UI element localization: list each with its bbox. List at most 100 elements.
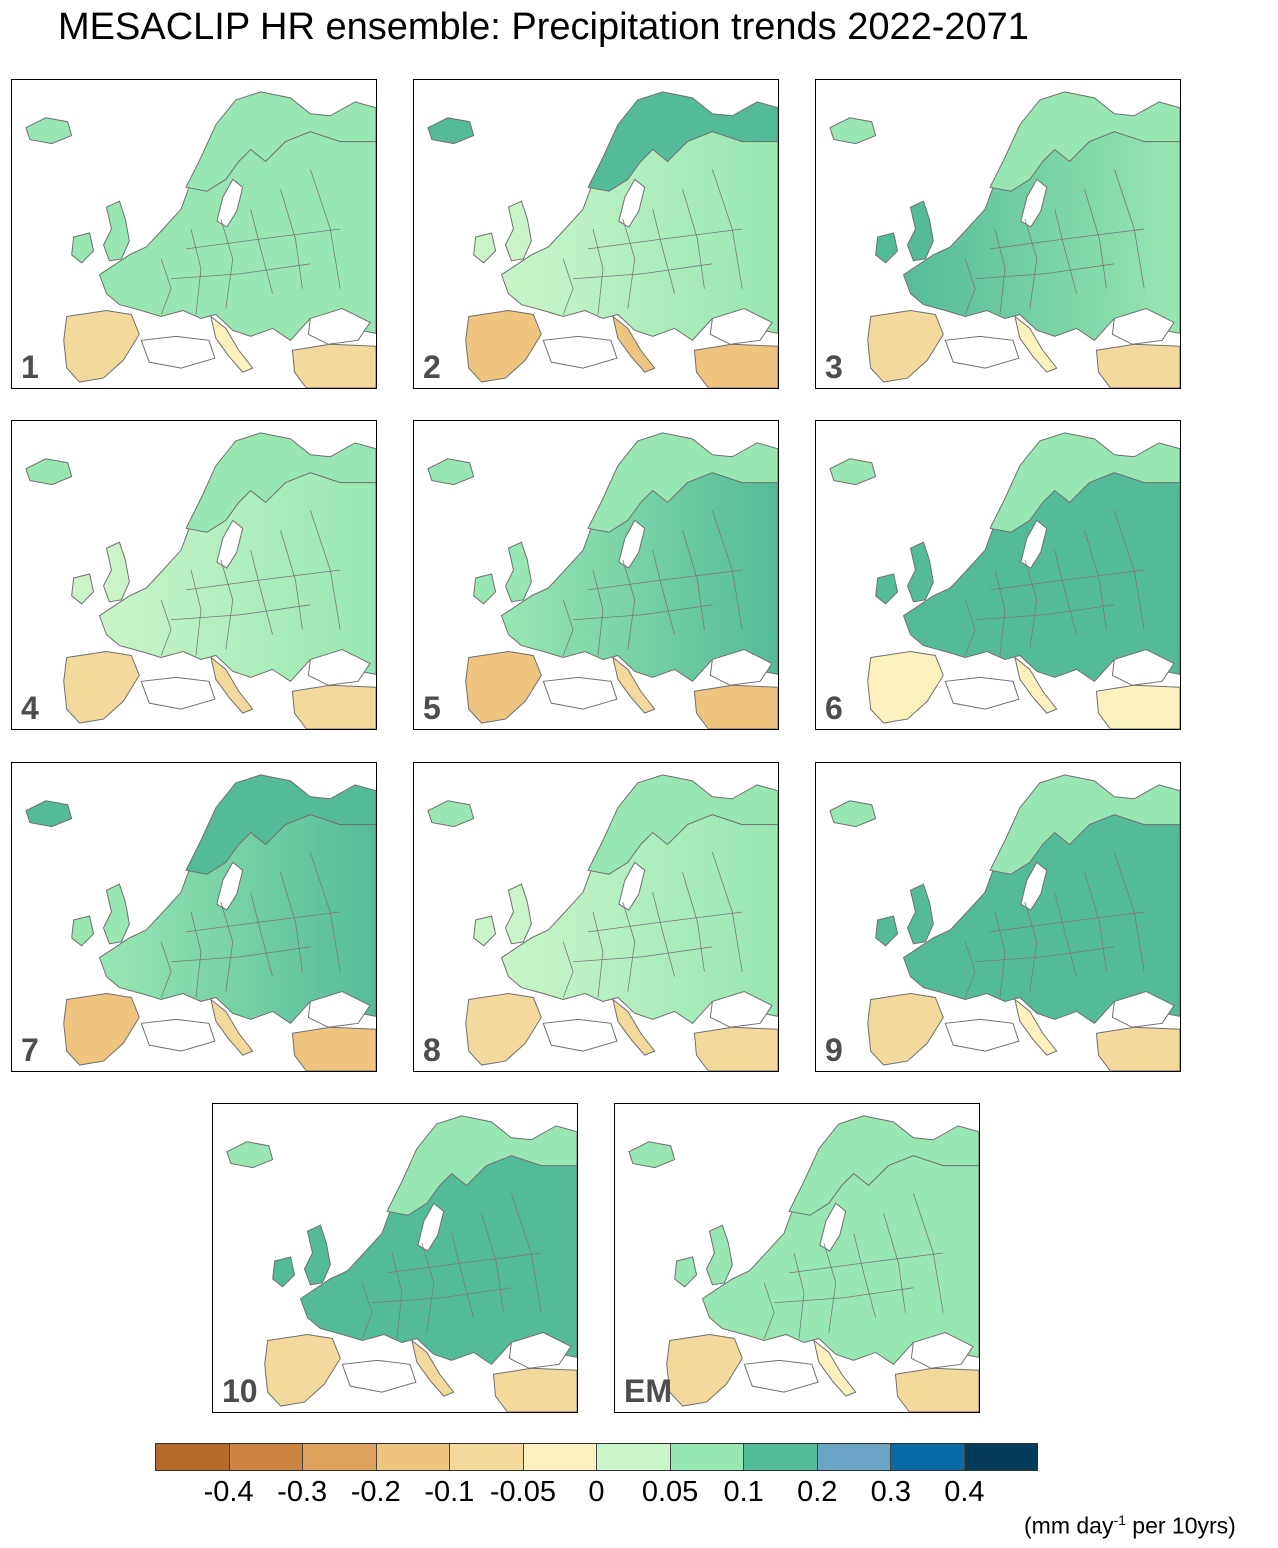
country-border (1024, 901, 1038, 992)
colorbar-tick-label: -0.2 (350, 1476, 401, 1508)
country-border (622, 218, 636, 309)
country-border (220, 559, 234, 650)
country-border (451, 1233, 474, 1318)
map-em (628, 1115, 979, 1412)
sea-baltic (216, 519, 244, 569)
country-border (989, 569, 1145, 591)
colorbar-segment (597, 1444, 671, 1470)
map-8 (427, 774, 778, 1071)
panel-label: 6 (825, 690, 843, 726)
land-britain (705, 1224, 733, 1286)
land-britain (906, 200, 934, 262)
sea-med (140, 1018, 216, 1052)
land-iberia (63, 993, 140, 1066)
country-border (682, 530, 705, 630)
country-border (361, 1282, 373, 1339)
country-border (562, 258, 574, 315)
panel-label: 2 (423, 349, 441, 385)
land-britain (504, 541, 532, 603)
map-panel-3: 3 (815, 79, 1181, 389)
country-border (280, 530, 303, 630)
land-iceland (427, 458, 475, 486)
country-border (711, 510, 743, 630)
sea-med (944, 1018, 1020, 1052)
land-iceland (427, 800, 475, 828)
land-ireland (71, 573, 95, 605)
land-ireland (875, 915, 899, 947)
land-italy (612, 998, 656, 1056)
land-scandinavia (386, 1115, 577, 1216)
country-border (171, 604, 311, 621)
sea-black (709, 307, 773, 345)
land-iceland (226, 1141, 274, 1169)
land-ireland (674, 1256, 698, 1288)
sea-black (1111, 648, 1175, 686)
country-border (185, 911, 341, 933)
country-border (160, 599, 172, 656)
country-border (763, 1282, 775, 1339)
sea-baltic (216, 178, 244, 228)
sea-black (709, 648, 773, 686)
land-italy (210, 998, 254, 1056)
land-italy (1014, 315, 1058, 373)
colorbar-tick-label: 0.2 (797, 1476, 838, 1508)
land-britain (504, 200, 532, 262)
land-ireland (473, 915, 497, 947)
panel-label: 8 (423, 1032, 441, 1068)
land-ireland (473, 232, 497, 264)
country-border (1054, 892, 1077, 977)
country-border (185, 569, 341, 591)
country-border (622, 559, 636, 650)
country-border (711, 852, 743, 972)
country-border (853, 1233, 876, 1318)
land-italy (1014, 656, 1058, 714)
land-turkey (291, 343, 376, 388)
colorbar-segment (964, 1444, 1037, 1470)
country-border (964, 941, 976, 998)
colorbar-tick-label: 0.4 (944, 1476, 985, 1508)
map-panel-8: 8 (413, 762, 779, 1072)
land-ireland (272, 1256, 296, 1288)
land-iceland (829, 117, 877, 145)
country-border (592, 569, 604, 656)
country-border (190, 569, 202, 656)
country-border (622, 901, 636, 992)
map-panel-9: 9 (815, 762, 1181, 1072)
map-panel-6: 6 (815, 420, 1181, 730)
map-panel-5: 5 (413, 420, 779, 730)
sea-baltic (216, 861, 244, 911)
land-iberia (465, 651, 542, 724)
colorbar-tick-label: -0.05 (489, 1476, 556, 1508)
land-italy (210, 656, 254, 714)
land-iceland (25, 458, 73, 486)
country-border (573, 263, 713, 280)
land-turkey (693, 343, 778, 388)
land-scandinavia (989, 774, 1180, 875)
land-britain (102, 883, 130, 945)
land-iceland (829, 800, 877, 828)
country-border (562, 941, 574, 998)
map-6 (829, 432, 1180, 729)
country-border (975, 263, 1115, 280)
land-italy (1014, 998, 1058, 1056)
land-scandinavia (185, 91, 376, 192)
sea-med (944, 676, 1020, 710)
country-border (421, 1242, 435, 1333)
map-panel-em: EM (614, 1103, 980, 1413)
country-border (975, 604, 1115, 621)
sea-baltic (1020, 861, 1048, 911)
sea-black (709, 990, 773, 1028)
country-border (160, 258, 172, 315)
map-5 (427, 432, 778, 729)
land-iberia (465, 310, 542, 383)
country-border (309, 169, 341, 289)
land-scandinavia (587, 91, 778, 192)
country-border (1054, 209, 1077, 294)
land-iberia (63, 651, 140, 724)
land-iceland (829, 458, 877, 486)
sea-baltic (1020, 178, 1048, 228)
units-suffix: per 10yrs) (1125, 1512, 1236, 1539)
country-border (573, 604, 713, 621)
colorbar-segment (817, 1444, 891, 1470)
colorbar-segment (670, 1444, 744, 1470)
